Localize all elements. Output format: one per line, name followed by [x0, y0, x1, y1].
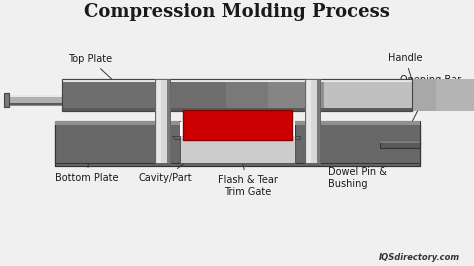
Bar [5, 103, 73, 105]
Bar [55, 121, 180, 125]
Bar [380, 141, 420, 143]
Text: Cavity/Part: Cavity/Part [138, 138, 218, 183]
Polygon shape [295, 136, 300, 139]
Bar [268, 79, 310, 111]
Bar [317, 79, 320, 163]
Bar [184, 79, 227, 111]
Bar [300, 124, 420, 156]
Bar [295, 121, 420, 125]
Bar [157, 79, 161, 163]
Bar [400, 95, 468, 97]
Text: Bottom Plate: Bottom Plate [55, 154, 118, 183]
Bar [305, 79, 320, 163]
Bar [55, 124, 175, 156]
Polygon shape [172, 136, 180, 139]
Text: IQSdirectory.com: IQSdirectory.com [379, 253, 460, 262]
Bar [5, 95, 73, 97]
Bar [180, 136, 295, 163]
Bar [400, 103, 468, 105]
Bar [310, 79, 353, 111]
Bar [464, 93, 469, 107]
Bar [75, 124, 175, 132]
Bar [227, 79, 268, 111]
Bar [400, 95, 468, 105]
Bar [55, 121, 180, 163]
Text: Dowel Pin &
Bushing: Dowel Pin & Bushing [317, 146, 387, 189]
Bar [185, 110, 290, 112]
Bar [55, 124, 420, 166]
Bar [175, 122, 300, 136]
Bar [5, 95, 73, 105]
Text: Compression Molding Process: Compression Molding Process [84, 3, 390, 21]
Bar [55, 124, 420, 132]
Bar [62, 79, 412, 111]
Bar [307, 79, 311, 163]
Bar [155, 79, 170, 163]
Bar [183, 110, 292, 140]
Bar [185, 110, 290, 128]
Bar [62, 79, 412, 111]
Bar [437, 79, 474, 111]
Bar [380, 141, 420, 148]
Bar [305, 79, 320, 163]
Bar [167, 79, 170, 163]
Bar [325, 79, 412, 111]
Bar [185, 125, 290, 128]
Bar [295, 121, 420, 163]
Bar [394, 79, 437, 111]
Bar [62, 79, 184, 111]
Text: Opening Bar
Slot: Opening Bar Slot [400, 75, 461, 143]
Bar [75, 124, 175, 132]
Bar [353, 79, 394, 111]
Bar [62, 79, 412, 82]
Bar [180, 136, 295, 139]
Text: Handle: Handle [388, 53, 422, 97]
Text: Flash & Tear
Trim Gate: Flash & Tear Trim Gate [218, 142, 278, 197]
Bar [55, 124, 420, 126]
Bar [180, 122, 295, 136]
Text: Top Plate: Top Plate [68, 54, 128, 94]
Bar [155, 79, 170, 163]
Bar [55, 124, 420, 166]
Bar [55, 124, 175, 156]
Bar [62, 108, 412, 111]
Bar [185, 110, 290, 128]
Bar [4, 93, 9, 107]
Bar [300, 124, 420, 156]
